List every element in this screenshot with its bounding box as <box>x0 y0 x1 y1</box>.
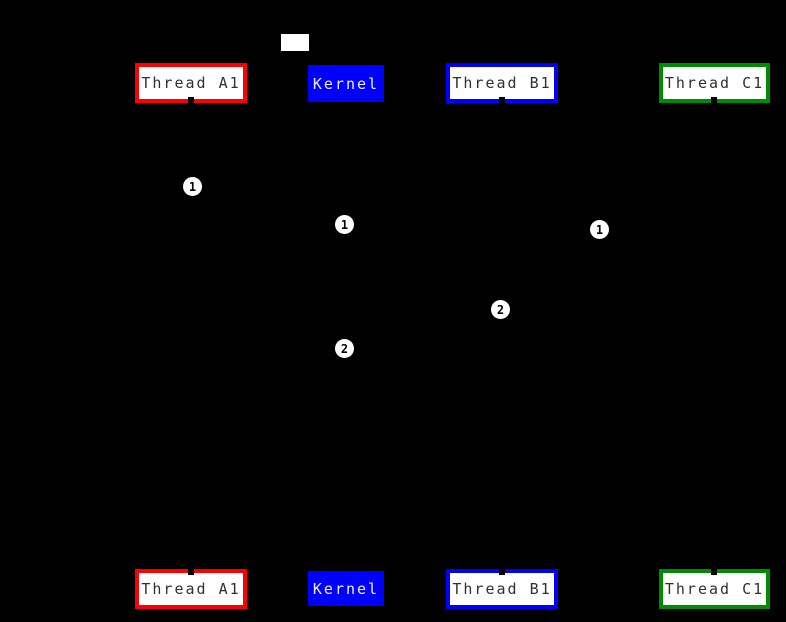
step-marker-label: 1 <box>188 179 197 194</box>
lifeline-notch-c1-top <box>711 97 717 104</box>
lifeline-notch-a1-top <box>188 97 194 104</box>
step-marker-2-kernel: 2 <box>335 339 354 358</box>
actor-box-thread-c1-bottom: Thread C1 <box>659 569 770 609</box>
actor-box-thread-b1-bottom: Thread B1 <box>446 569 558 609</box>
actor-label: Thread A1 <box>141 74 241 92</box>
actor-label: Kernel <box>312 579 380 598</box>
blank-label-box <box>281 34 309 51</box>
actor-box-kernel-top: Kernel <box>308 65 384 102</box>
step-marker-label: 2 <box>340 341 349 356</box>
step-marker-1-thread-a1: 1 <box>183 177 202 196</box>
actor-box-thread-a1-bottom: Thread A1 <box>135 569 247 609</box>
actor-box-kernel-bottom: Kernel <box>308 571 384 606</box>
actor-label: Thread C1 <box>664 74 765 92</box>
actor-label: Thread B1 <box>452 580 552 598</box>
lifeline-notch-b1-bottom <box>499 568 505 575</box>
actor-label: Thread C1 <box>664 580 765 598</box>
lifeline-notch-b1-top <box>499 97 505 104</box>
actor-label: Thread A1 <box>141 580 241 598</box>
actor-label: Kernel <box>312 74 380 93</box>
step-marker-2-thread-b1: 2 <box>491 300 510 319</box>
actor-box-thread-c1-top: Thread C1 <box>659 63 770 103</box>
step-marker-label: 2 <box>496 302 505 317</box>
step-marker-1-thread-c1: 1 <box>590 220 609 239</box>
lifeline-notch-a1-bottom <box>188 568 194 575</box>
actor-label: Thread B1 <box>452 74 552 92</box>
lifeline-notch-c1-bottom <box>711 568 717 575</box>
step-marker-1-kernel: 1 <box>335 215 354 234</box>
step-marker-label: 1 <box>595 222 604 237</box>
step-marker-label: 1 <box>340 217 349 232</box>
